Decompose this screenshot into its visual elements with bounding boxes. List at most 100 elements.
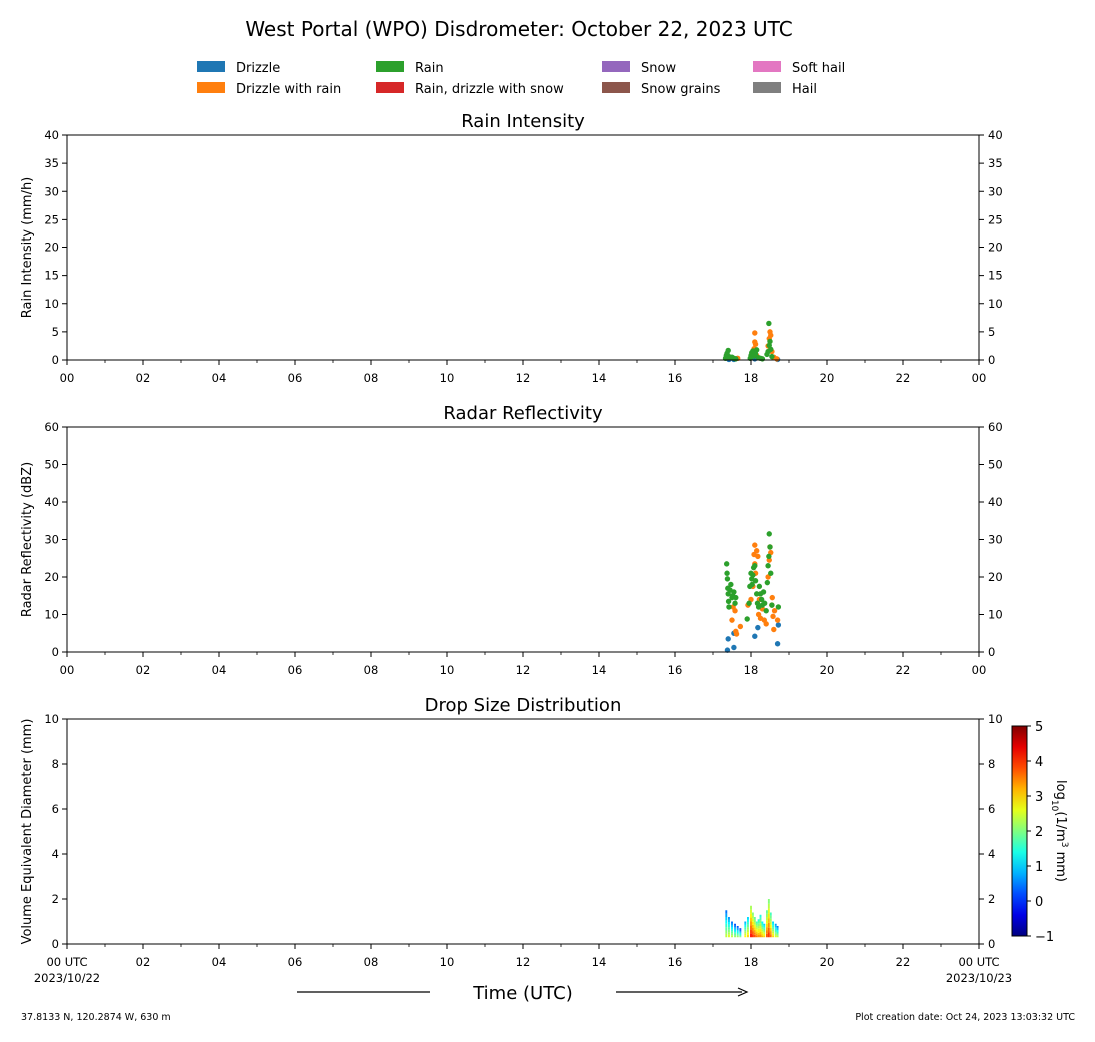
x-tick-label: 14 <box>592 955 607 969</box>
dsd-cell <box>750 929 752 934</box>
y-tick-label-left: 40 <box>44 495 59 509</box>
data-point <box>761 600 768 606</box>
dsd-cell <box>759 928 762 932</box>
data-point <box>725 347 731 354</box>
y-tick-label-right: 8 <box>988 757 995 771</box>
dsd-cell <box>776 926 779 928</box>
data-point <box>766 320 772 327</box>
y-tick-label-right: 6 <box>988 802 995 816</box>
data-point <box>733 631 740 637</box>
y-tick-label-left: 5 <box>52 325 59 339</box>
dsd-cell <box>767 899 770 904</box>
dsd-cell <box>734 927 736 929</box>
data-point <box>732 608 738 614</box>
data-point <box>723 561 730 567</box>
dsd-cell <box>728 932 730 935</box>
dsd-cell <box>731 931 733 934</box>
data-point <box>769 602 775 608</box>
dsd-cell <box>759 931 762 935</box>
data-point <box>750 572 756 578</box>
dsd-cell <box>725 917 728 921</box>
x-tick-label: 08 <box>364 371 379 385</box>
y-tick-label-left: 15 <box>44 269 59 283</box>
legend-label: Drizzle <box>236 61 280 76</box>
dsd-cell <box>731 923 733 926</box>
dsd-cell <box>769 918 772 922</box>
x-tick-label: 22 <box>896 371 911 385</box>
dsd-cell <box>753 922 756 925</box>
x-tick-label: 08 <box>364 955 379 969</box>
y-tick-label-right: 15 <box>988 269 1003 283</box>
x-tick-label: 02 <box>136 371 151 385</box>
y-tick-label-left: 20 <box>44 241 59 255</box>
colorbar-label-part: (1/m <box>1053 811 1068 841</box>
y-tick-label-right: 0 <box>988 937 995 951</box>
plot-creation-date: Plot creation date: Oct 24, 2023 13:03:3… <box>855 1012 1075 1023</box>
dsd-column <box>757 919 760 938</box>
dsd-cell <box>739 936 742 938</box>
dsd-column <box>751 912 754 938</box>
legend-item: Soft hail <box>753 61 845 76</box>
legend-item: Hail <box>753 82 817 97</box>
station-location: 37.8133 N, 120.2874 W, 630 m <box>21 1012 171 1023</box>
data-point <box>755 624 761 631</box>
data-point <box>749 581 755 588</box>
data-point <box>771 608 778 614</box>
dsd-cell <box>759 926 762 929</box>
dsd-cell <box>725 933 728 938</box>
dsd-cell <box>772 933 774 936</box>
dsd-cell <box>774 930 777 933</box>
dsd-cell <box>734 935 736 938</box>
x-tick-label: 18 <box>744 955 759 969</box>
y-tick-label-left: 0 <box>52 645 59 659</box>
data-point <box>755 553 761 560</box>
y-tick-label-left: 25 <box>44 212 59 226</box>
y-tick-label-right: 5 <box>988 325 995 339</box>
dsd-cell <box>736 928 739 931</box>
data-point <box>759 356 766 362</box>
dsd-cell <box>774 933 777 936</box>
plot-frame <box>66 426 980 653</box>
data-point <box>771 626 777 633</box>
x-tick-label: 08 <box>364 663 379 677</box>
data-point <box>766 531 772 537</box>
data-point <box>726 604 732 610</box>
dsd-column <box>766 910 768 938</box>
dsd-cell <box>753 917 756 920</box>
colorbar-label-part: mm) <box>1053 847 1068 882</box>
x-date-label: 2023/10/23 <box>946 971 1012 985</box>
dsd-cell <box>751 918 754 922</box>
x-date-label: 2023/10/22 <box>34 971 100 985</box>
dsd-column <box>753 917 756 938</box>
legend-label: Snow grains <box>641 82 721 97</box>
legend-swatch <box>602 61 630 72</box>
dsd-cell <box>757 935 760 938</box>
dsd-cell <box>769 912 772 916</box>
plot-frame <box>66 718 980 945</box>
panel-title: Rain Intensity <box>461 111 585 132</box>
y-tick-label-right: 50 <box>988 458 1003 472</box>
dsd-cell <box>769 924 772 928</box>
dsd-cell <box>753 934 756 938</box>
plot-frame <box>66 134 980 361</box>
legend-swatch <box>753 82 781 93</box>
dsd-cell <box>755 927 758 930</box>
dsd-cell <box>728 924 730 928</box>
legend-label: Snow <box>641 61 676 76</box>
y-tick-label-right: 40 <box>988 495 1003 509</box>
x-tick-label: 04 <box>212 371 227 385</box>
dsd-cell <box>757 928 760 931</box>
x-tick-label: 00 <box>972 663 987 677</box>
dsd-cell <box>751 927 754 932</box>
y-axis-label: Rain Intensity (mm/h) <box>20 177 35 319</box>
x-tick-label: 02 <box>136 663 151 677</box>
x-tick-label: 04 <box>212 955 227 969</box>
dsd-cell <box>731 927 733 930</box>
dsd-cell <box>747 917 749 920</box>
dsd-cell <box>728 934 730 938</box>
dsd-cell <box>769 931 772 935</box>
dsd-cell <box>776 935 779 938</box>
dsd-cell <box>739 928 742 930</box>
dsd-cell <box>759 923 762 926</box>
